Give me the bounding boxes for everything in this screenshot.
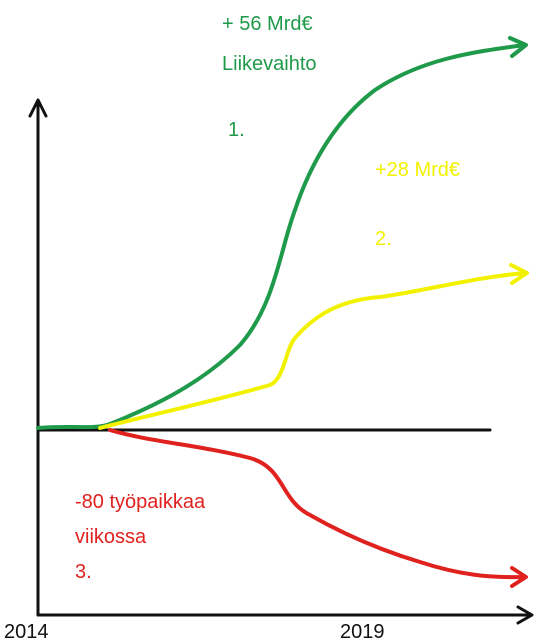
yellow-curve — [98, 263, 529, 430]
number: 2. — [375, 228, 392, 250]
vertical-axis — [28, 98, 48, 617]
horizontal-axis — [36, 605, 534, 625]
label: -80 työpaikkaa — [75, 491, 206, 513]
caption: Liikevaihto — [222, 53, 317, 75]
label: +28 Mrd€ — [375, 159, 460, 181]
caption: viikossa — [75, 526, 147, 548]
x-label: 2019 — [340, 621, 385, 643]
label: + 56 Mrd€ — [222, 13, 313, 35]
red-curve — [108, 428, 528, 588]
number: 3. — [75, 561, 92, 583]
x-label: 2014 — [4, 621, 49, 643]
number: 1. — [228, 119, 245, 141]
